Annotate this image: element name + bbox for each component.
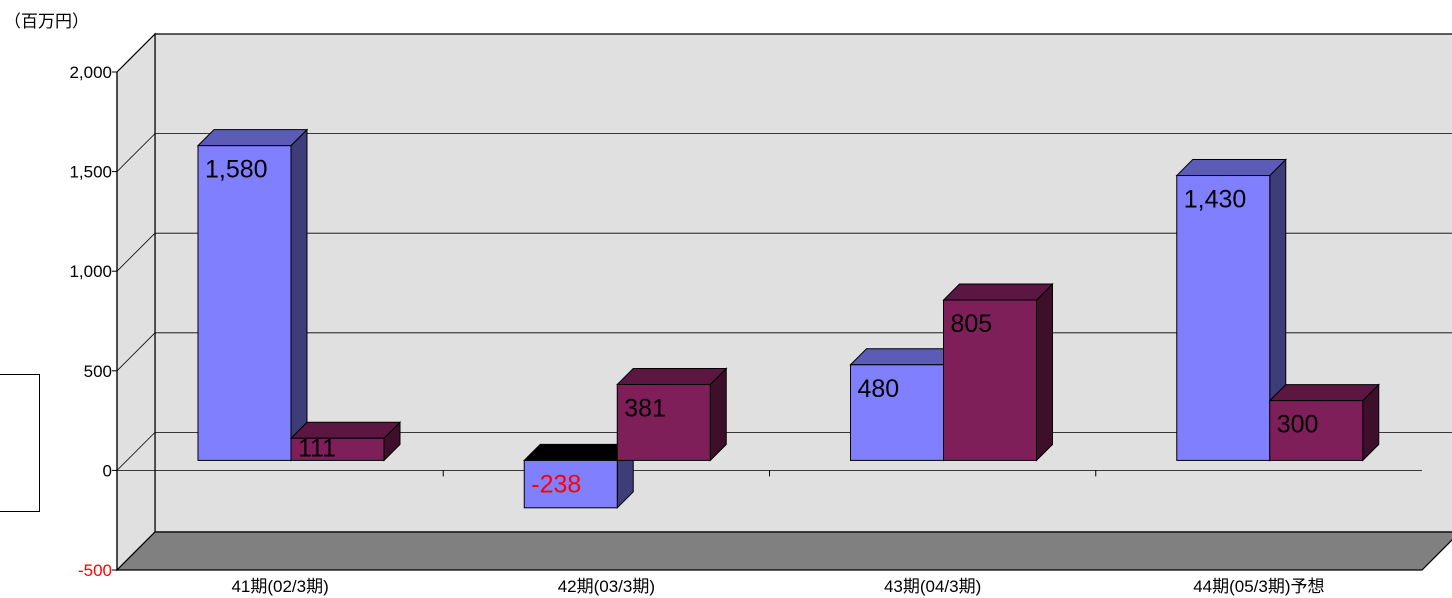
gridline <box>116 332 156 372</box>
value-axis: -500 0 500 1,000 1,500 2,000 <box>69 63 118 580</box>
legend-frame <box>0 374 40 512</box>
bar-side <box>1036 282 1053 462</box>
side-wall <box>116 32 156 572</box>
bar-front <box>943 299 1037 461</box>
bar: 111 <box>289 421 402 462</box>
bar: 1,580 <box>196 128 309 462</box>
bar: 805 <box>942 282 1054 462</box>
gridline <box>116 232 156 272</box>
y-tick-label: -500 <box>78 561 112 580</box>
data-label: 300 <box>1277 411 1319 439</box>
y-tick-label: 1,500 <box>69 163 112 182</box>
category-label: 44期(05/3期)予想 <box>1193 577 1324 596</box>
bar-front <box>290 437 385 461</box>
unit-label: （百万円） <box>4 12 89 31</box>
category-label: 41期(02/3期) <box>231 577 328 596</box>
gridline <box>116 33 156 73</box>
bar-front <box>1176 175 1271 461</box>
data-label: 805 <box>951 310 993 338</box>
bar-top <box>942 283 1054 301</box>
data-label: 1,430 <box>1184 186 1247 214</box>
bar-front <box>523 459 618 509</box>
category-axis: 41期(02/3期) 42期(03/3期) 43期(04/3期) 44期(05/3期)… <box>231 470 1325 596</box>
bar-front <box>616 384 711 461</box>
bar: 1,430 <box>1175 158 1287 462</box>
gridline <box>116 432 156 471</box>
y-tick-label: 2,000 <box>69 63 112 82</box>
bar-top <box>1268 384 1380 402</box>
bar-front <box>850 364 944 461</box>
bar-top <box>196 129 309 147</box>
data-label: 111 <box>298 434 336 462</box>
bar-side <box>290 128 308 462</box>
bar: 381 <box>616 367 728 462</box>
data-label: 480 <box>858 375 900 403</box>
y-tick-label: 0 <box>103 461 112 480</box>
floor <box>115 531 1452 571</box>
data-label: 381 <box>624 395 666 423</box>
bar-front <box>197 145 292 461</box>
bar-front <box>1269 400 1364 461</box>
data-label: -238 <box>531 470 581 498</box>
bar: 300 <box>1268 383 1380 462</box>
gridline <box>116 133 156 172</box>
data-label: 1,580 <box>205 156 268 184</box>
category-label: 42期(03/3期) <box>558 577 655 596</box>
bars: 1,580 111 -238 381 480 805 1,430 300 <box>196 128 1380 510</box>
chart-walls <box>115 32 1452 572</box>
y-tick-label: 500 <box>84 362 112 381</box>
y-tick-label: 1,000 <box>69 262 112 281</box>
category-label: 43期(04/3期) <box>884 577 981 596</box>
bar-top <box>616 368 728 386</box>
bar-top <box>1175 159 1287 177</box>
